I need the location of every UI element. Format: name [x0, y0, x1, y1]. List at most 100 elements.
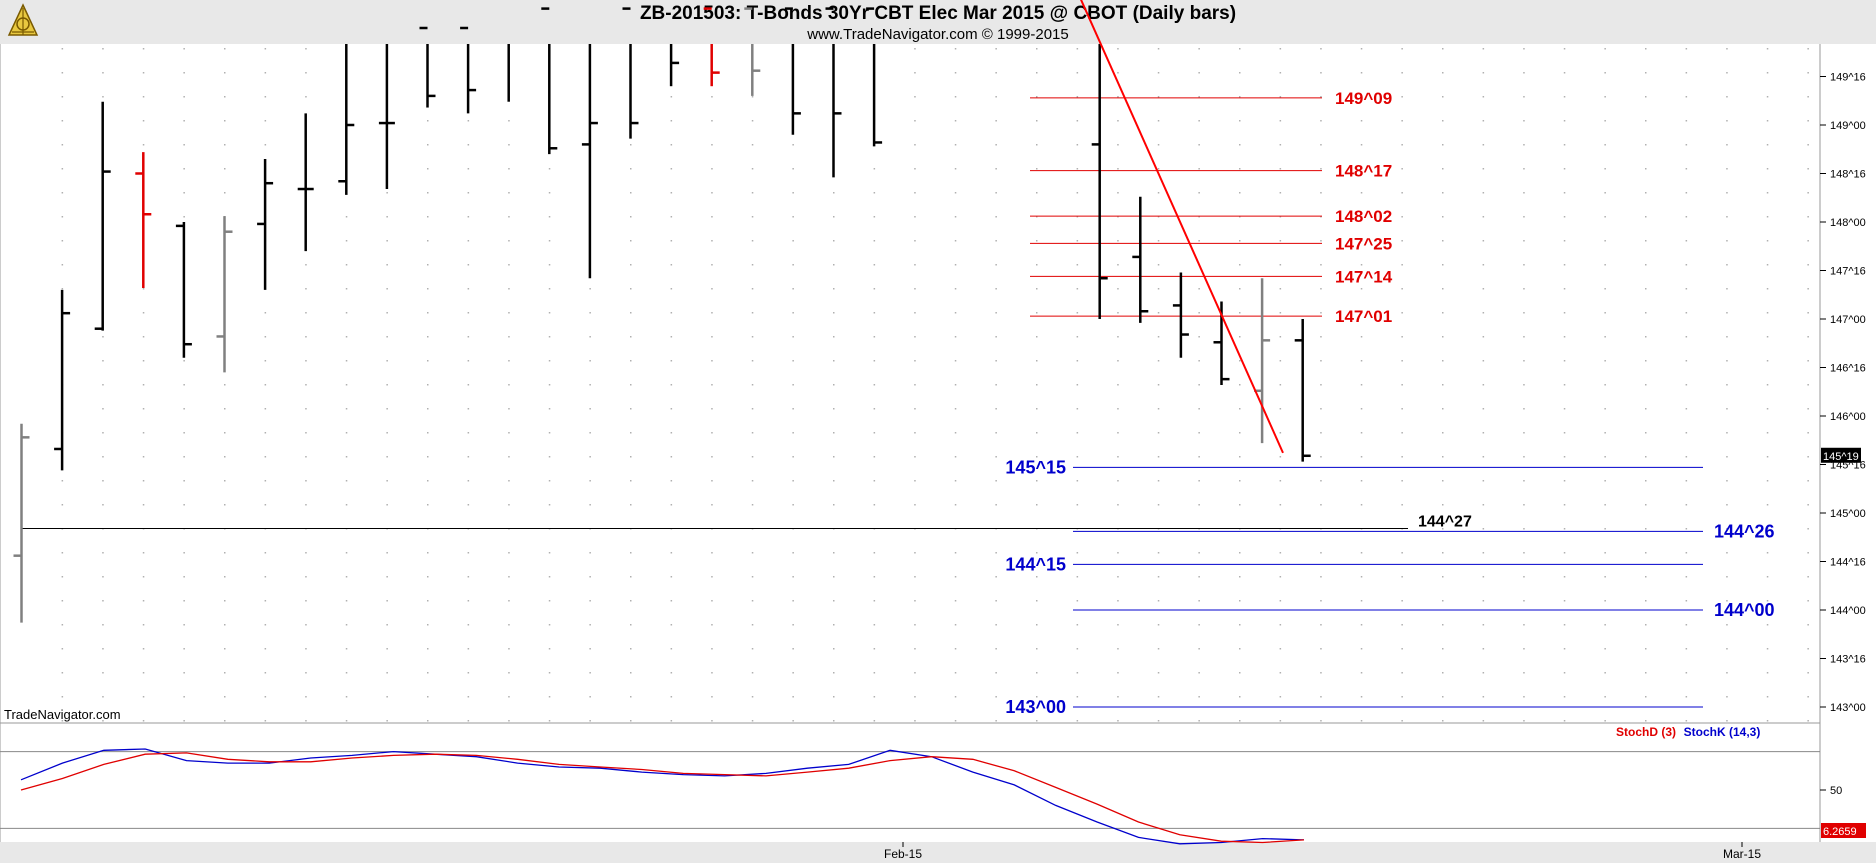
- grid-dot: [1360, 288, 1363, 290]
- grid-dot: [1157, 504, 1160, 506]
- grid-dot: [1036, 552, 1038, 554]
- grid-dot: [427, 336, 429, 338]
- grid-dot: [427, 408, 429, 410]
- grid-dot: [1645, 408, 1647, 410]
- grid-dot: [386, 240, 388, 242]
- grid-dot: [467, 648, 470, 650]
- date-axis-area: [0, 842, 1876, 863]
- grid-dot: [670, 552, 673, 554]
- grid-dot: [508, 312, 510, 314]
- grid-dot: [630, 504, 632, 506]
- grid-dot: [1401, 144, 1403, 146]
- grid-dot: [1320, 192, 1322, 194]
- grid-dot: [1157, 720, 1160, 722]
- grid-dot: [183, 720, 185, 722]
- grid-dot: [1563, 168, 1566, 170]
- grid-dot: [1563, 288, 1566, 290]
- grid-dot: [873, 240, 876, 242]
- grid-dot: [467, 600, 470, 602]
- grid-dot: [1766, 432, 1769, 434]
- grid-dot: [630, 144, 632, 146]
- grid-dot: [995, 240, 997, 242]
- grid-dot: [670, 696, 673, 698]
- grid-dot: [995, 720, 997, 722]
- level-label: 145^15: [1005, 457, 1066, 477]
- grid-dot: [873, 384, 876, 386]
- grid-dot: [1523, 216, 1525, 218]
- grid-dot: [914, 264, 916, 266]
- grid-dot: [833, 288, 835, 290]
- grid-dot: [711, 600, 713, 602]
- grid-dot: [670, 408, 673, 410]
- grid-dot: [670, 288, 673, 290]
- grid-dot: [1685, 144, 1688, 146]
- grid-dot: [345, 432, 348, 434]
- grid-dot: [954, 624, 957, 626]
- grid-dot: [1279, 432, 1282, 434]
- grid-dot: [183, 672, 185, 674]
- grid-dot: [589, 576, 591, 578]
- grid-dot: [670, 240, 673, 242]
- grid-dot: [1157, 432, 1160, 434]
- grid-dot: [264, 120, 267, 122]
- grid-dot: [792, 696, 794, 698]
- grid-dot: [61, 96, 64, 98]
- grid-dot: [833, 264, 835, 266]
- grid-dot: [1604, 312, 1606, 314]
- grid-dot: [427, 624, 429, 626]
- grid-dot: [548, 480, 551, 482]
- price-axis-label: 143^16: [1830, 654, 1866, 666]
- grid-dot: [305, 360, 307, 362]
- grid-dot: [1117, 456, 1119, 458]
- grid-dot: [224, 72, 226, 74]
- grid-dot: [1076, 576, 1079, 578]
- grid-dot: [1726, 576, 1728, 578]
- grid-dot: [1604, 672, 1606, 674]
- grid-dot: [467, 432, 470, 434]
- grid-dot: [1482, 312, 1485, 314]
- grid-dot: [224, 576, 226, 578]
- grid-dot: [183, 216, 185, 218]
- grid-dot: [508, 360, 510, 362]
- grid-dot: [1726, 360, 1728, 362]
- grid-dot: [1198, 312, 1200, 314]
- grid-dot: [1036, 72, 1038, 74]
- grid-dot: [711, 504, 713, 506]
- grid-dot: [1482, 216, 1485, 218]
- grid-dot: [142, 432, 145, 434]
- stoch-last-box: [1821, 823, 1866, 838]
- grid-dot: [1117, 144, 1119, 146]
- grid-dot: [1239, 336, 1241, 338]
- grid-dot: [1360, 96, 1363, 98]
- grid-dot: [386, 312, 388, 314]
- grid-dot: [751, 96, 754, 98]
- grid-dot: [1482, 96, 1485, 98]
- grid-dot: [995, 192, 997, 194]
- grid-dot: [1198, 672, 1200, 674]
- grid-dot: [1482, 48, 1485, 50]
- grid-dot: [954, 432, 957, 434]
- grid-dot: [1036, 720, 1038, 722]
- grid-dot: [1685, 336, 1688, 338]
- grid-dot: [1320, 600, 1322, 602]
- grid-dot: [1563, 48, 1566, 50]
- grid-dot: [1279, 312, 1282, 314]
- grid-dot: [995, 624, 997, 626]
- grid-dot: [1198, 168, 1200, 170]
- grid-dot: [386, 624, 388, 626]
- grid-dot: [711, 288, 713, 290]
- grid-dot: [264, 504, 267, 506]
- grid-dot: [1482, 720, 1485, 722]
- grid-dot: [1036, 312, 1038, 314]
- grid-dot: [508, 216, 510, 218]
- grid-dot: [630, 552, 632, 554]
- grid-dot: [792, 672, 794, 674]
- grid-dot: [142, 144, 145, 146]
- grid-dot: [1645, 456, 1647, 458]
- grid-dot: [1076, 672, 1079, 674]
- grid-dot: [427, 456, 429, 458]
- grid-dot: [1442, 408, 1444, 410]
- grid-dot: [102, 696, 104, 698]
- grid-dot: [1036, 600, 1038, 602]
- grid-dot: [1645, 48, 1647, 50]
